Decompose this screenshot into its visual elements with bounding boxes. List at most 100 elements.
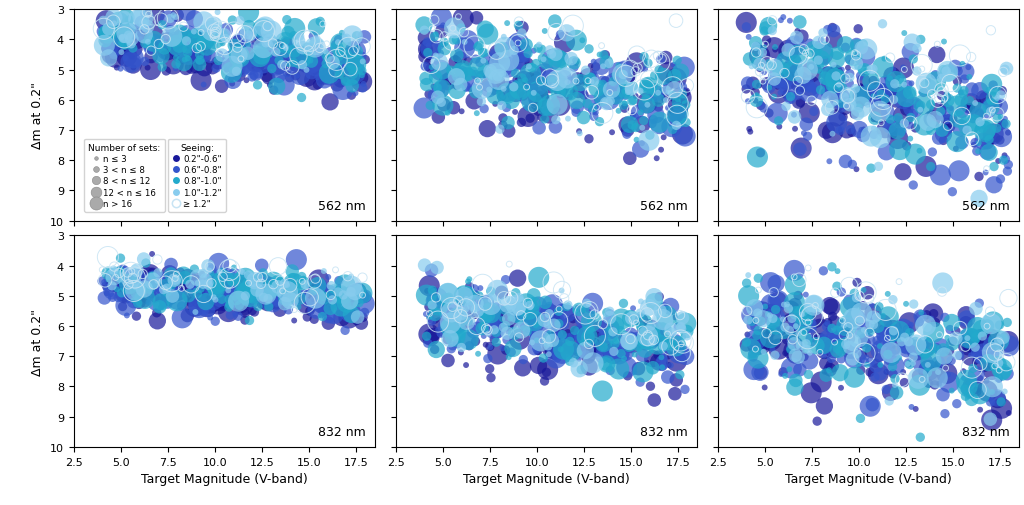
- Point: [317, 52, 334, 60]
- Point: [826, 83, 843, 91]
- Point: [195, 30, 211, 38]
- Point: [279, 294, 295, 302]
- Point: [625, 83, 641, 91]
- Point: [165, 12, 181, 20]
- Point: [308, 307, 325, 315]
- Point: [250, 82, 266, 90]
- Point: [322, 70, 338, 78]
- Point: [459, 295, 475, 304]
- Point: [927, 371, 943, 379]
- Point: [783, 315, 800, 323]
- Point: [603, 314, 620, 322]
- Point: [602, 326, 618, 334]
- Point: [767, 64, 783, 72]
- Point: [830, 81, 847, 89]
- Point: [336, 292, 352, 300]
- Point: [754, 62, 770, 70]
- Point: [129, 299, 145, 308]
- Point: [473, 98, 489, 107]
- Point: [964, 378, 980, 386]
- Point: [618, 128, 635, 136]
- Point: [767, 315, 783, 323]
- Point: [908, 103, 925, 111]
- Point: [505, 345, 521, 353]
- Point: [523, 330, 540, 338]
- Point: [755, 343, 771, 351]
- Point: [537, 377, 553, 385]
- Point: [678, 352, 694, 361]
- Point: [489, 330, 506, 338]
- Point: [305, 287, 322, 295]
- Point: [278, 38, 294, 46]
- Point: [452, 55, 468, 63]
- Point: [894, 128, 910, 136]
- Point: [159, 47, 175, 55]
- Point: [339, 52, 355, 60]
- Point: [115, 42, 131, 50]
- Point: [973, 325, 989, 333]
- Point: [157, 294, 173, 302]
- Point: [641, 137, 657, 145]
- Point: [430, 94, 446, 102]
- Point: [623, 315, 639, 323]
- Point: [992, 176, 1009, 184]
- Point: [675, 339, 691, 347]
- Point: [123, 274, 139, 282]
- Point: [982, 335, 998, 343]
- Point: [997, 121, 1014, 129]
- Point: [507, 109, 523, 117]
- Point: [353, 289, 370, 297]
- Text: 832 nm: 832 nm: [963, 426, 1010, 438]
- Point: [600, 316, 616, 324]
- Point: [318, 299, 335, 307]
- Point: [250, 274, 266, 282]
- Point: [191, 304, 208, 312]
- Point: [198, 282, 214, 290]
- Point: [99, 254, 116, 262]
- Point: [457, 39, 473, 47]
- Point: [507, 303, 523, 311]
- Point: [473, 72, 489, 80]
- Point: [778, 103, 795, 111]
- Point: [852, 325, 868, 333]
- Point: [440, 290, 457, 298]
- Point: [880, 92, 896, 100]
- Point: [561, 344, 578, 352]
- Point: [357, 57, 374, 65]
- Point: [954, 108, 971, 116]
- Point: [783, 337, 800, 345]
- Point: [312, 281, 329, 289]
- Point: [115, 284, 131, 292]
- Point: [475, 69, 492, 77]
- Point: [872, 103, 889, 111]
- Point: [616, 331, 633, 339]
- Point: [841, 282, 857, 290]
- Point: [606, 72, 623, 80]
- Point: [984, 349, 1000, 357]
- Point: [622, 66, 638, 74]
- Point: [937, 314, 953, 322]
- Point: [943, 319, 959, 327]
- Point: [978, 165, 994, 173]
- Point: [127, 292, 143, 300]
- Point: [598, 84, 614, 92]
- Point: [97, 277, 114, 285]
- Point: [941, 128, 957, 136]
- Point: [278, 39, 294, 47]
- Point: [604, 129, 621, 137]
- Point: [562, 335, 579, 343]
- Point: [136, 58, 153, 66]
- Point: [472, 60, 488, 68]
- Point: [572, 79, 589, 87]
- Point: [940, 371, 956, 379]
- Point: [321, 313, 337, 321]
- Point: [349, 63, 366, 71]
- Point: [175, 24, 191, 32]
- Point: [601, 96, 617, 104]
- Point: [636, 54, 652, 62]
- Point: [478, 321, 495, 329]
- Point: [646, 72, 663, 80]
- Point: [882, 116, 898, 124]
- Point: [506, 84, 522, 92]
- Point: [125, 274, 141, 282]
